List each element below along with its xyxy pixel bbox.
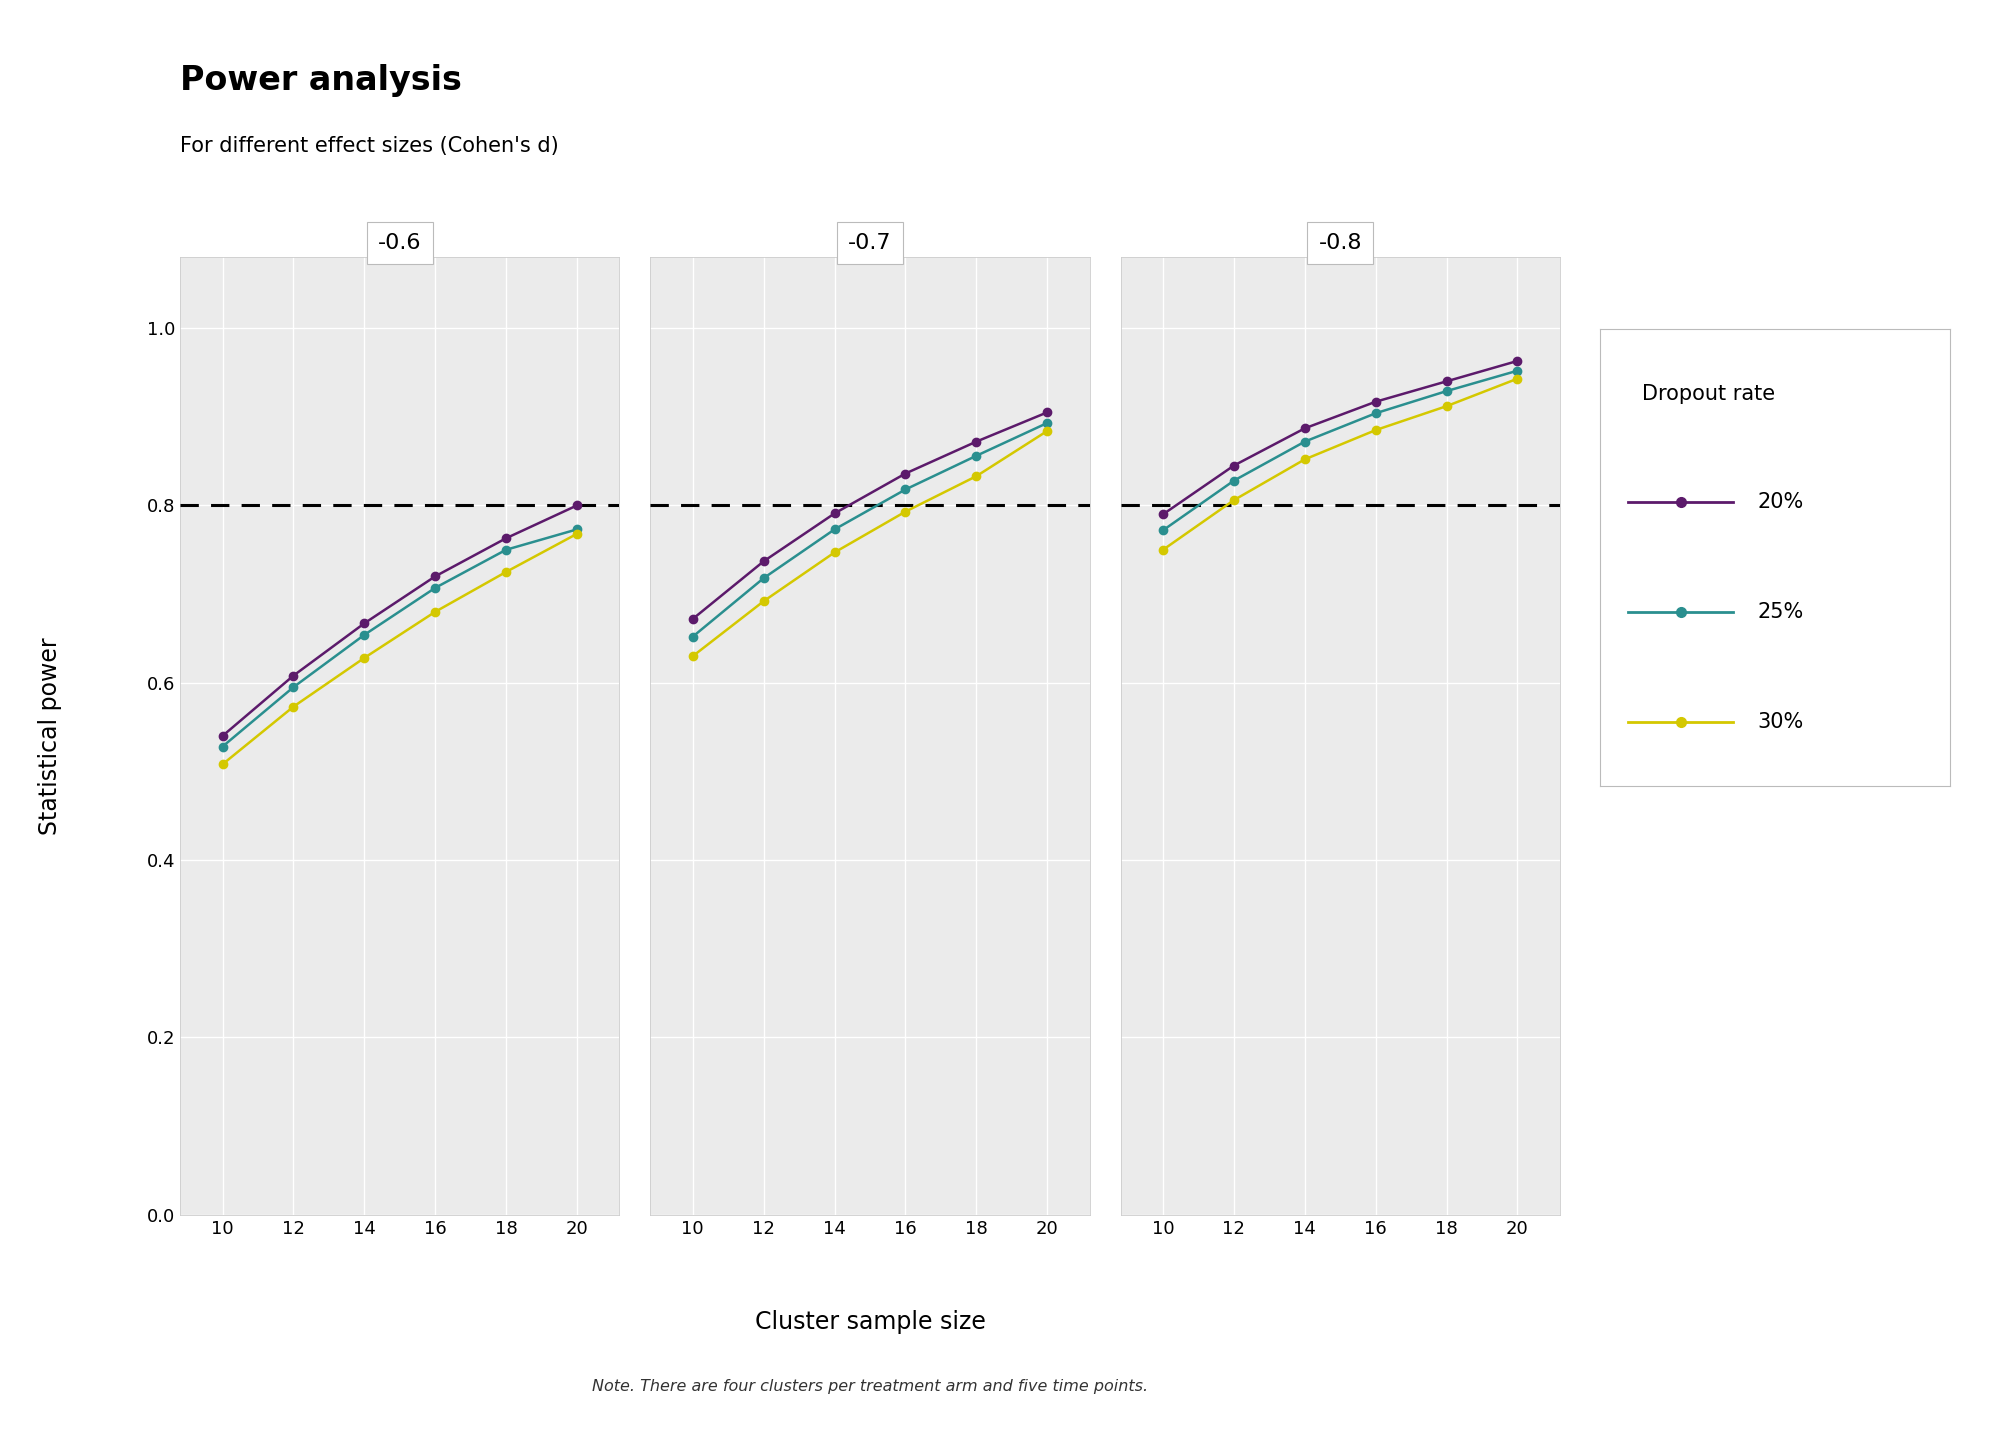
Text: Power analysis: Power analysis xyxy=(180,64,462,97)
Text: For different effect sizes (Cohen's d): For different effect sizes (Cohen's d) xyxy=(180,136,558,156)
Text: Statistical power: Statistical power xyxy=(38,637,62,835)
Text: Cluster sample size: Cluster sample size xyxy=(754,1310,986,1333)
Text: 25%: 25% xyxy=(1758,602,1804,622)
Text: 20%: 20% xyxy=(1758,493,1804,513)
Title: -0.6: -0.6 xyxy=(378,233,422,253)
Text: Dropout rate: Dropout rate xyxy=(1642,383,1776,403)
Text: 30%: 30% xyxy=(1758,712,1804,732)
Text: Note. There are four clusters per treatment arm and five time points.: Note. There are four clusters per treatm… xyxy=(592,1379,1148,1393)
Title: -0.8: -0.8 xyxy=(1318,233,1362,253)
Title: -0.7: -0.7 xyxy=(848,233,892,253)
